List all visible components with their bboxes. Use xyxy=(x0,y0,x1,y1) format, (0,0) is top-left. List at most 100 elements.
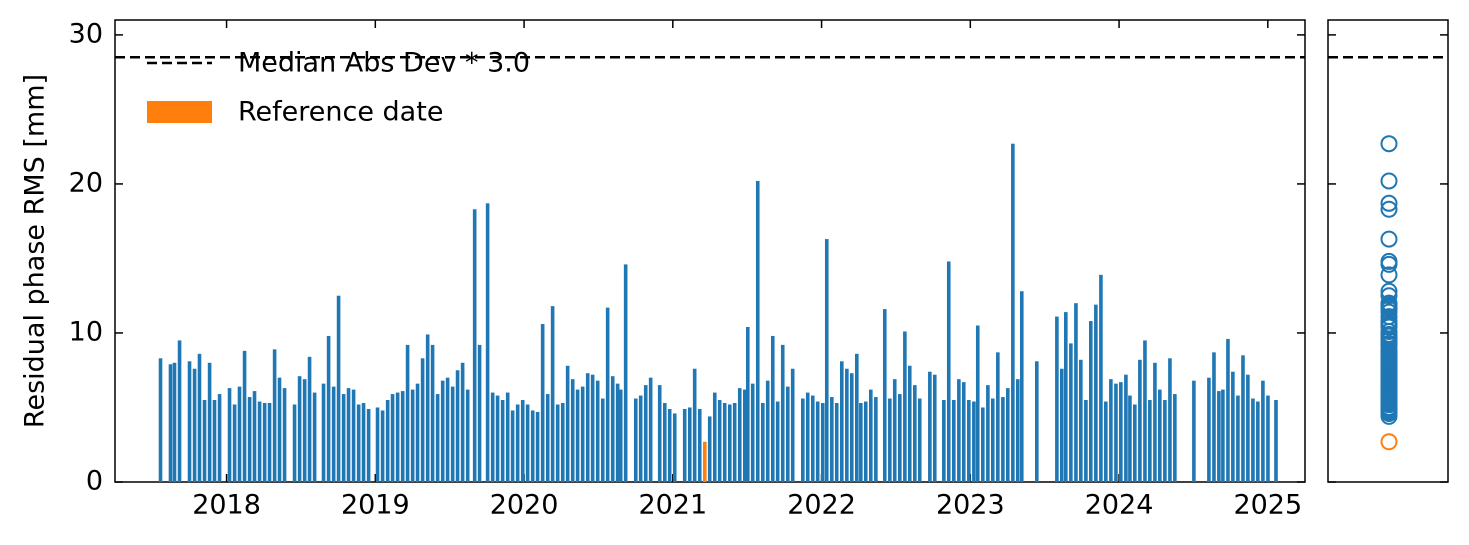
bar xyxy=(1168,358,1172,482)
x-tick-label: 2020 xyxy=(490,490,559,521)
bar xyxy=(302,379,307,482)
side-point xyxy=(1380,303,1398,321)
bar xyxy=(643,385,648,482)
bar xyxy=(737,388,742,482)
bar xyxy=(1128,395,1132,482)
side-point xyxy=(1380,252,1398,270)
bar xyxy=(297,376,302,482)
bar xyxy=(430,344,435,482)
bar xyxy=(638,395,643,482)
bar xyxy=(326,335,331,482)
legend-label: Reference date xyxy=(238,97,443,128)
bar xyxy=(455,370,460,482)
side-point xyxy=(1380,346,1398,364)
bar xyxy=(267,403,272,482)
bar xyxy=(882,309,887,482)
bar xyxy=(1217,391,1221,482)
bar xyxy=(445,377,450,482)
bar xyxy=(961,382,966,482)
bar xyxy=(1274,400,1278,482)
bar xyxy=(1094,304,1098,482)
bar xyxy=(1251,398,1255,482)
bar xyxy=(535,411,540,482)
bar xyxy=(385,400,390,482)
bar xyxy=(590,374,595,482)
bar xyxy=(1153,362,1157,482)
bar xyxy=(440,380,445,482)
bar xyxy=(595,380,600,482)
bar xyxy=(1241,355,1245,482)
bar xyxy=(1001,397,1005,482)
bar xyxy=(697,408,702,482)
bar xyxy=(1173,394,1177,482)
bar xyxy=(395,392,400,482)
bar xyxy=(252,391,257,482)
bar xyxy=(859,403,863,482)
bar xyxy=(1261,380,1265,482)
x-tick-label: 2019 xyxy=(341,490,410,521)
bar xyxy=(712,392,717,482)
bar xyxy=(743,389,747,482)
bar xyxy=(1236,395,1240,482)
bar xyxy=(888,398,892,482)
bar xyxy=(341,394,346,482)
bar xyxy=(232,404,237,482)
bar xyxy=(898,394,902,482)
bar xyxy=(903,331,907,482)
bar xyxy=(242,350,247,482)
legend-swatch xyxy=(147,101,212,123)
bar xyxy=(750,383,755,482)
bar xyxy=(450,386,455,482)
bar xyxy=(197,353,202,482)
bar xyxy=(687,407,692,482)
y-axis-label: Residual phase RMS [mm] xyxy=(20,74,51,428)
bar xyxy=(410,389,415,482)
bar xyxy=(187,361,192,482)
bar xyxy=(465,389,470,482)
side-point xyxy=(1380,135,1398,153)
bar xyxy=(785,386,790,482)
bar xyxy=(932,374,937,482)
bar xyxy=(1099,274,1103,482)
bar xyxy=(834,403,839,482)
bar xyxy=(530,410,535,482)
bar xyxy=(550,306,555,482)
bar xyxy=(312,392,317,482)
bar xyxy=(682,408,687,482)
bar xyxy=(605,307,610,482)
bar xyxy=(863,401,868,482)
y-tick-label: 20 xyxy=(69,167,103,198)
bar xyxy=(946,261,951,482)
bar xyxy=(692,368,697,482)
bar xyxy=(868,389,873,482)
side-point xyxy=(1380,366,1398,384)
bar xyxy=(610,376,615,482)
legend-label: Median Abs Dev * 3.0 xyxy=(238,48,530,79)
side-point xyxy=(1380,194,1398,212)
y-tick-label: 0 xyxy=(86,466,103,497)
side-point xyxy=(1380,330,1398,348)
bar xyxy=(928,371,932,482)
bar xyxy=(770,335,775,482)
x-tick-label: 2018 xyxy=(192,490,261,521)
bar xyxy=(942,400,946,482)
bar xyxy=(555,404,560,482)
bar xyxy=(177,340,182,482)
bar xyxy=(986,385,990,482)
bar xyxy=(702,441,707,482)
bar xyxy=(515,404,520,482)
bar xyxy=(272,349,277,482)
bar xyxy=(1015,379,1020,482)
bar xyxy=(815,401,820,482)
bar xyxy=(525,404,530,482)
bar xyxy=(336,295,341,482)
bar xyxy=(1133,404,1137,482)
bar xyxy=(855,353,859,482)
bar xyxy=(1109,379,1113,482)
bar xyxy=(913,385,917,482)
bar xyxy=(282,388,287,482)
bar xyxy=(292,404,297,482)
bar xyxy=(212,400,217,482)
bar xyxy=(400,391,405,482)
